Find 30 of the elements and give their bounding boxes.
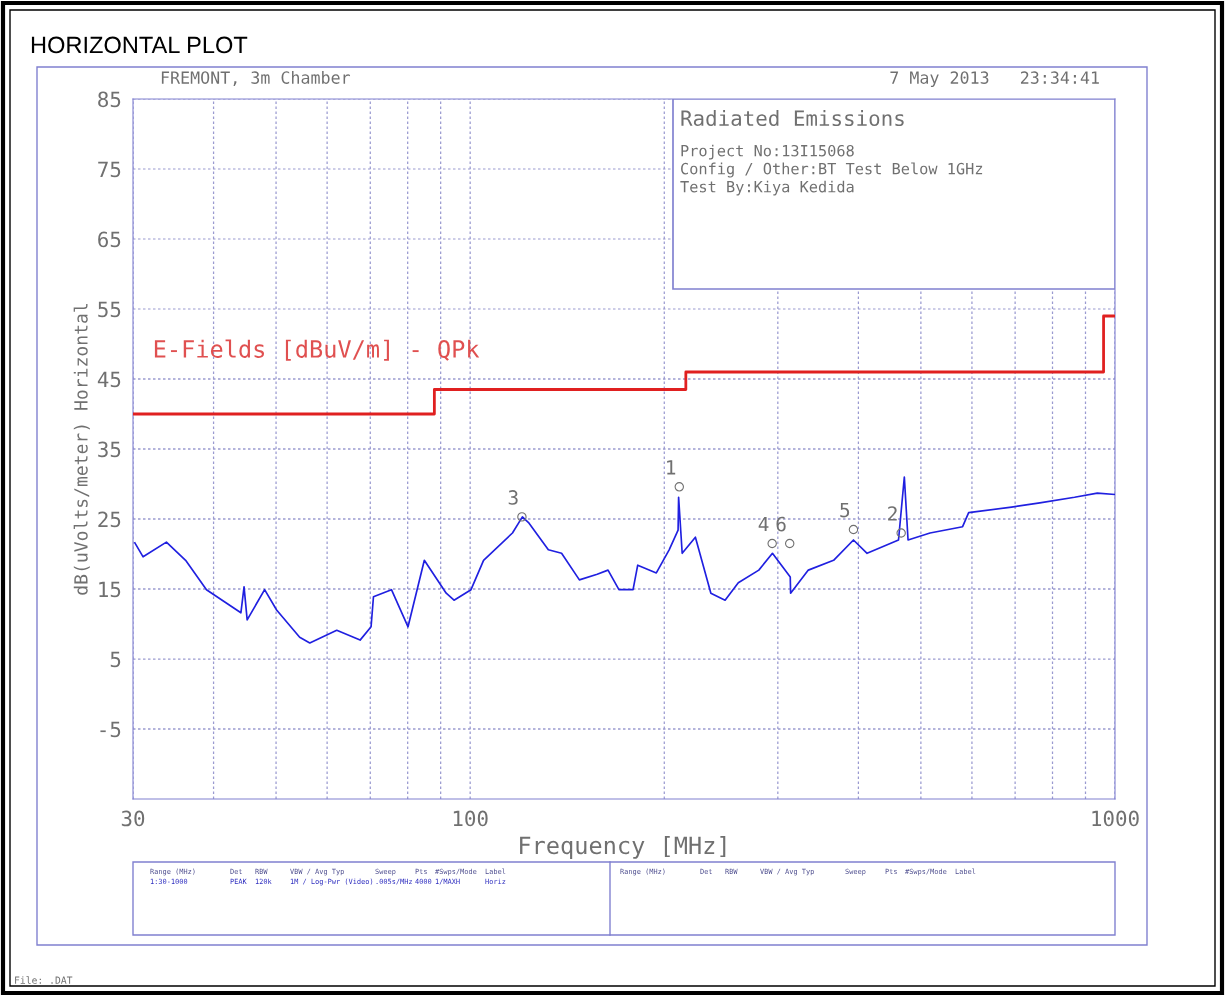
y-tick-label: 65 <box>98 231 121 248</box>
chart-title: HORIZONTAL PLOT <box>31 36 248 54</box>
x-tick-label: 100 <box>453 810 488 827</box>
x-tick-label: 30 <box>121 810 145 827</box>
annotation: 2 <box>888 506 897 521</box>
y-axis-title: dB(uVolts/meter) Horizontal <box>73 304 90 595</box>
y-tick-label: 25 <box>98 511 121 528</box>
y-tick-label: -5 <box>100 721 121 738</box>
annotation: 6 <box>776 516 786 532</box>
y-tick-label: 45 <box>97 371 121 388</box>
annotation: Project No:13I15068 <box>681 144 854 160</box>
y-tick-label: 75 <box>98 161 121 178</box>
y-tick-label: 35 <box>98 441 121 458</box>
annotation: 5 <box>840 502 850 518</box>
annotation: Config / Other:BT Test Below 1GHz <box>681 162 983 178</box>
annotation: 1 <box>667 460 676 475</box>
annotation: E-Fields [dBuV/m] - QPk <box>154 339 480 361</box>
y-tick-label: 5 <box>110 651 121 668</box>
x-axis-title: Frequency [MHz] <box>520 836 726 859</box>
text: 7 May 2013 23:34:41 <box>890 71 1099 88</box>
y-tick-label: 15 <box>99 581 121 598</box>
x-tick-label: 1000 <box>1092 810 1139 827</box>
annotation: Test By:Kiya Kedida <box>680 180 854 196</box>
y-tick-label: 55 <box>98 301 121 318</box>
annotation: Radiated Emissions <box>681 109 904 127</box>
text: FREMONT, 3m Chamber <box>161 70 351 86</box>
annotation: 3 <box>508 490 518 505</box>
annotation: 4 <box>758 516 769 532</box>
text: File: .DAT <box>15 976 73 984</box>
y-tick-label: 85 <box>98 91 121 108</box>
